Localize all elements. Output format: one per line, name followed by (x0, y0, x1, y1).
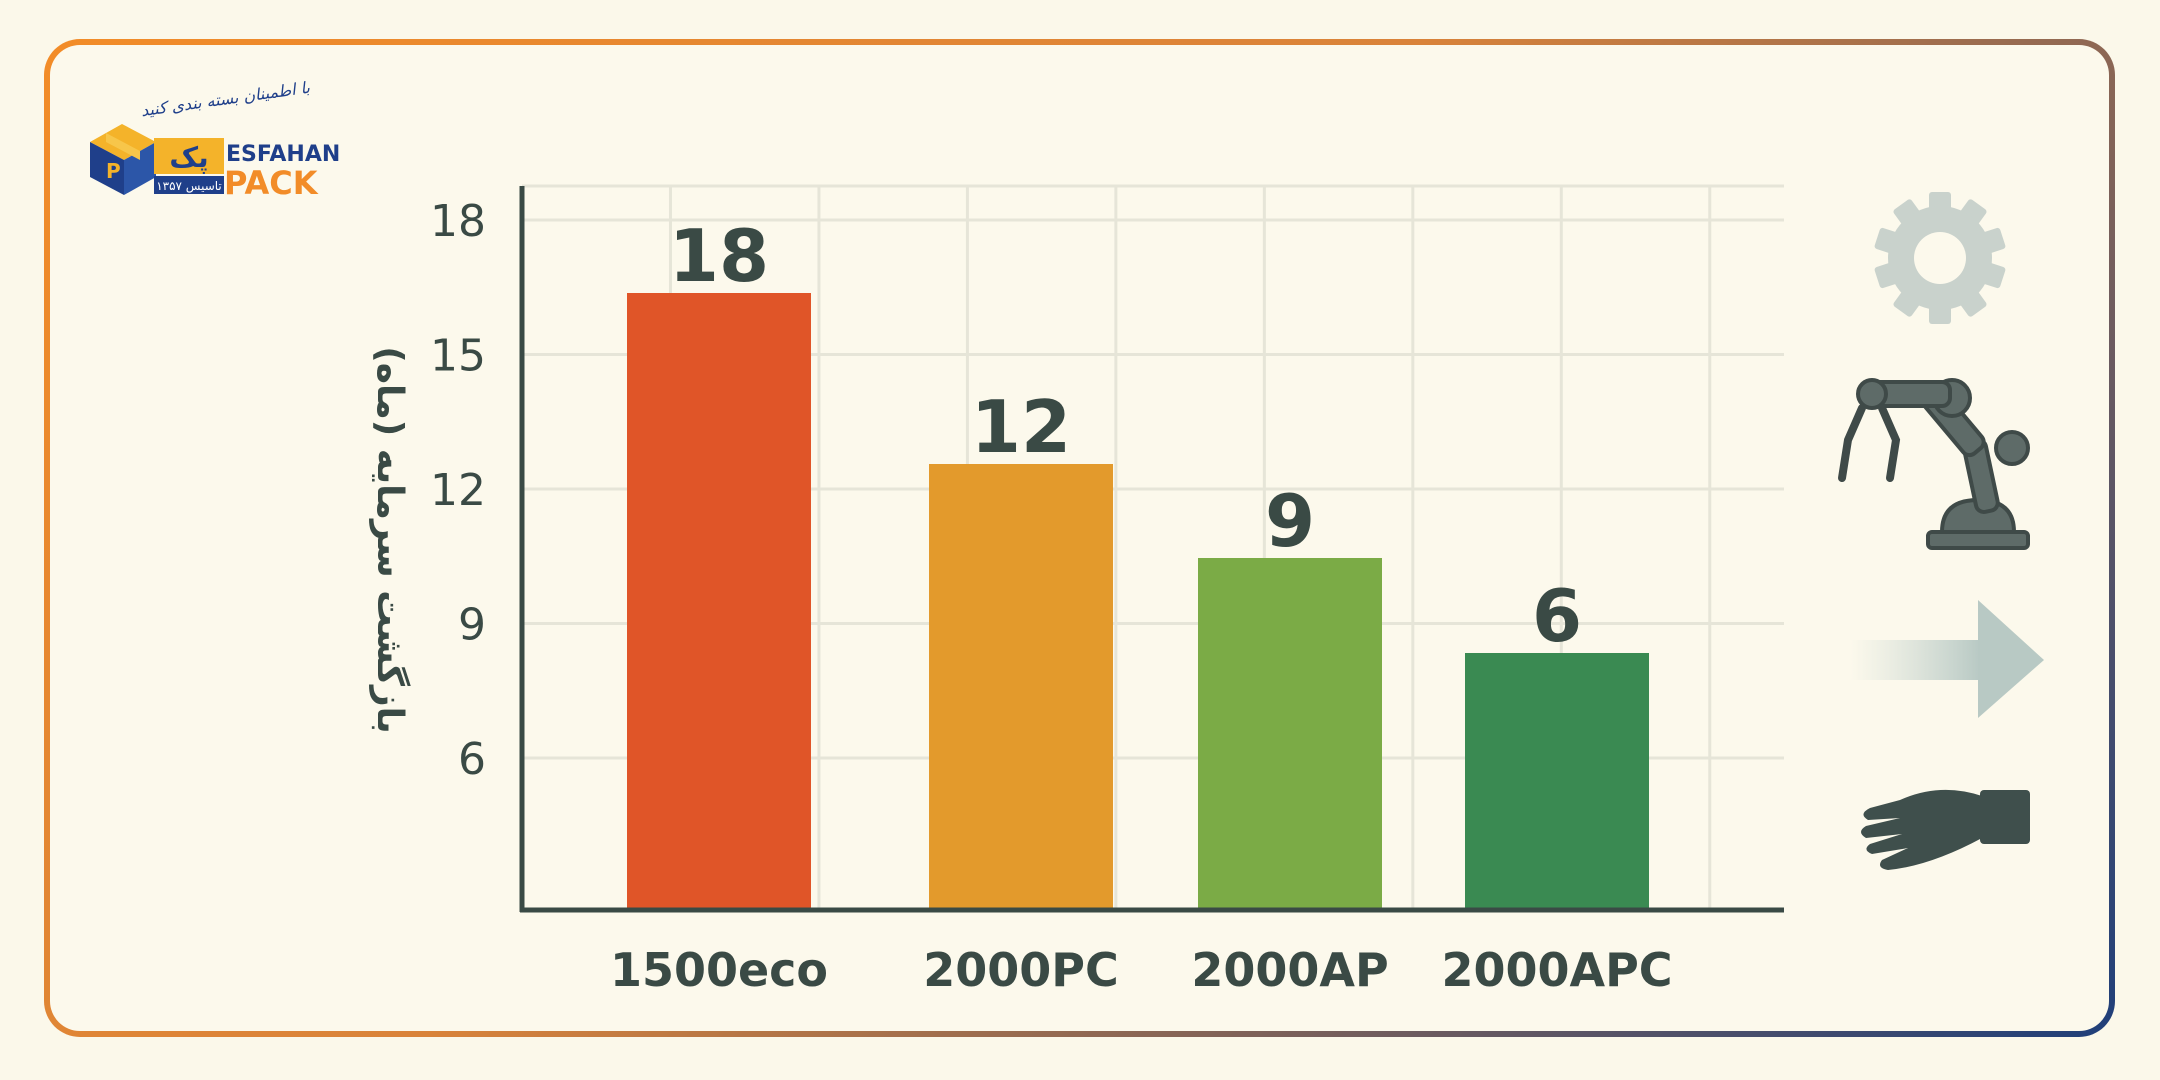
logo-name-top: ESFAHAN (226, 142, 340, 167)
axes (519, 186, 1784, 913)
x-tick-label: 1500eco (610, 943, 828, 997)
bar-value-label: 9 (1265, 479, 1315, 563)
bar-value-label: 12 (971, 385, 1071, 469)
y-tick-label: 12 (430, 465, 486, 516)
y-tick-label: 18 (430, 196, 486, 247)
bar-2000APC (1465, 653, 1649, 910)
y-axis-label: بازگشت سرمایه (ماه) (369, 346, 411, 733)
gear-icon (1874, 192, 2006, 324)
arrow-right-icon (1850, 600, 2044, 718)
svg-text:P: P (106, 159, 121, 183)
bar-value-label: 18 (669, 214, 769, 298)
logo-box-icon: P (90, 124, 156, 195)
x-tick-label: 2000AP (1191, 943, 1388, 997)
x-tick-label: 2000PC (923, 943, 1119, 997)
bar-value-label: 6 (1532, 574, 1582, 658)
hand-icon (1861, 789, 2030, 870)
x-tick-label: 2000APC (1441, 943, 1672, 997)
logo-name-fa: پک (169, 141, 208, 174)
bar-2000PC (929, 464, 1113, 910)
y-tick-label: 15 (430, 331, 486, 382)
logo: P با اطمینان بسته بندی کنید پک تاسیس ۱۳۵… (90, 78, 340, 202)
robot-arm-icon (1838, 378, 2030, 550)
x-labels: 1500eco 2000PC 2000AP 2000APC (610, 943, 1673, 997)
y-tick-label: 6 (458, 734, 486, 785)
bar-1500eco (627, 293, 811, 910)
bar-2000AP (1198, 558, 1382, 910)
logo-name-bottom: PACK (224, 164, 319, 202)
logo-slogan: با اطمینان بسته بندی کنید (140, 78, 312, 121)
y-ticks: 6 9 12 15 18 (430, 196, 486, 785)
bars: 18 12 9 6 (627, 214, 1649, 910)
y-tick-label: 9 (458, 600, 486, 651)
logo-established: تاسیس ۱۳۵۷ (156, 179, 222, 194)
